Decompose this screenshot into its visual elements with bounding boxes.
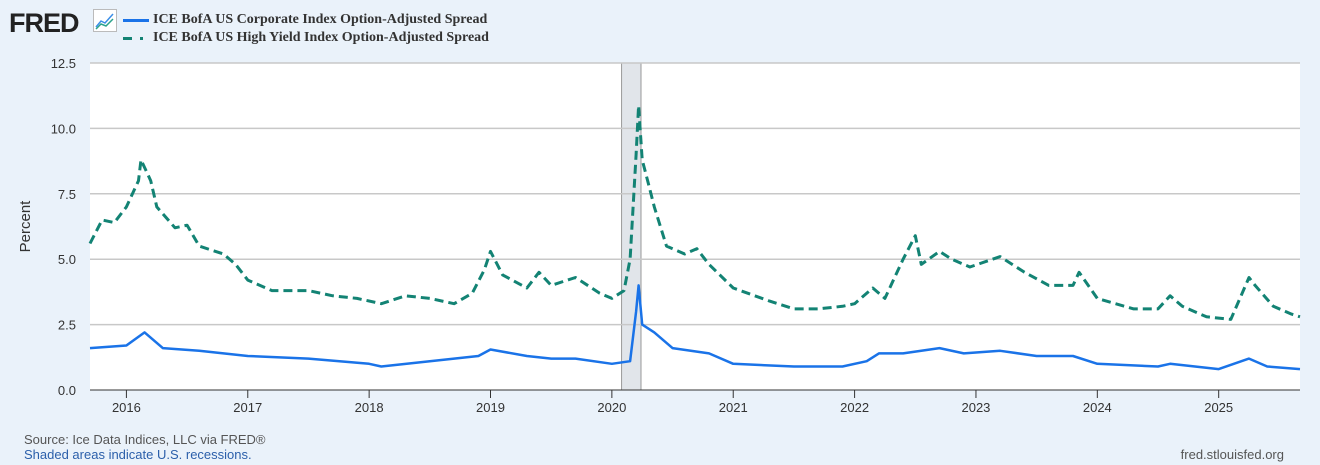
y-axis-label: Percent: [17, 200, 34, 253]
y-tick-label: 12.5: [51, 56, 76, 71]
fred-url[interactable]: fred.stlouisfed.org: [1180, 447, 1284, 462]
x-tick-label: 2018: [355, 400, 384, 415]
series-line-high-yield: [88, 104, 1301, 321]
source-note: Source: Ice Data Indices, LLC via FRED®: [24, 432, 266, 447]
x-tick-label: 2023: [961, 400, 990, 415]
y-tick-label: 10.0: [51, 121, 76, 136]
x-tick-label: 2021: [719, 400, 748, 415]
legend-item-corporate[interactable]: ICE BofA US Corporate Index Option-Adjus…: [153, 12, 488, 27]
y-tick-label: 5.0: [58, 252, 76, 267]
series-line-corporate: [89, 284, 1301, 371]
fred-logo[interactable]: FRED: [9, 8, 79, 38]
y-tick-label: 7.5: [58, 187, 76, 202]
chart-line-icon: [93, 9, 117, 32]
x-tick-label: 2019: [476, 400, 505, 415]
x-tick-label: 2017: [233, 400, 262, 415]
x-tick-label: 2022: [840, 400, 869, 415]
x-tick-label: 2024: [1083, 400, 1112, 415]
plot-area: [90, 63, 1300, 390]
x-tick-label: 2020: [597, 400, 626, 415]
y-tick-label: 2.5: [58, 318, 76, 333]
legend-swatch-solid: [123, 19, 149, 22]
legend-swatch-dashed: [123, 37, 149, 40]
legend-item-high-yield[interactable]: ICE BofA US High Yield Index Option-Adju…: [153, 30, 489, 45]
x-tick-label: 2025: [1204, 400, 1233, 415]
x-tick-label: 2016: [112, 400, 141, 415]
recession-note[interactable]: Shaded areas indicate U.S. recessions.: [24, 447, 252, 462]
y-tick-label: 0.0: [58, 383, 76, 398]
